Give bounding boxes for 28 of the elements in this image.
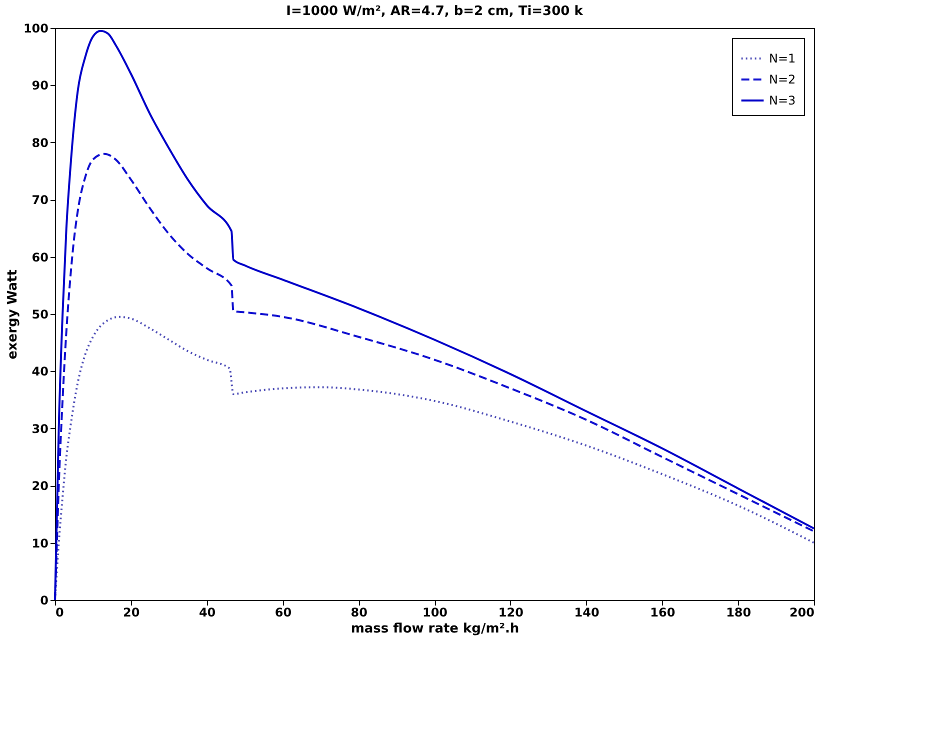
legend-label: N=1 <box>769 52 796 66</box>
legend-label: N=2 <box>769 72 796 86</box>
y-tick-label: 100 <box>23 22 48 36</box>
x-tick-label: 160 <box>650 606 676 620</box>
x-axis-title: mass flow rate kg/m².h <box>350 622 520 636</box>
y-axis-title: exergy Watt <box>5 270 20 360</box>
x-tick-label: 0 <box>56 606 64 620</box>
y-tick-label: 20 <box>32 479 48 494</box>
x-tick-label: 200 <box>789 606 814 620</box>
x-tick-label: 100 <box>422 606 448 620</box>
y-tick-label: 30 <box>32 422 48 436</box>
y-tick-label: 0 <box>40 594 48 608</box>
legend-label: N=3 <box>769 94 796 108</box>
y-tick-label: 90 <box>32 78 48 93</box>
x-tick-label: 120 <box>498 606 524 620</box>
y-tick-label: 10 <box>32 536 48 550</box>
y-tick-label: 70 <box>32 193 48 208</box>
x-tick-label: 180 <box>726 606 752 620</box>
y-tick-label: 40 <box>32 364 48 379</box>
x-tick-label: 40 <box>198 606 216 620</box>
y-tick-label: 80 <box>32 136 48 150</box>
chart-title: I=1000 W/m², AR=4.7, b=2 cm, Ti=300 k <box>286 4 584 19</box>
x-tick-label: 140 <box>574 606 600 620</box>
x-tick-label: 60 <box>274 606 292 620</box>
y-tick-label: 60 <box>32 250 48 264</box>
x-tick-label: 80 <box>350 606 368 620</box>
y-tick-label: 50 <box>32 308 48 322</box>
x-tick-label: 20 <box>123 606 140 620</box>
